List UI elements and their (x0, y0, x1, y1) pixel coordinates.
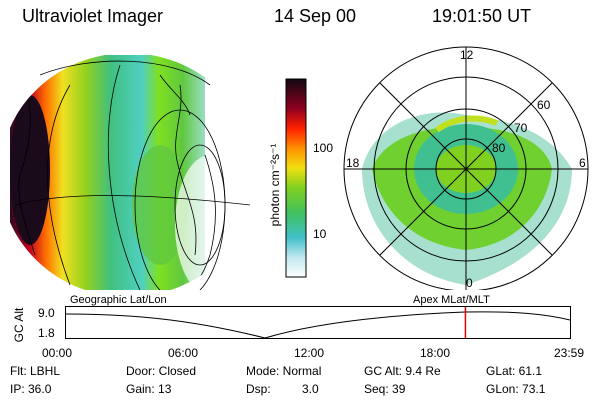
polar-lat-60: 60 (537, 98, 551, 112)
polar-mlt-12: 12 (460, 48, 474, 62)
timeline-y-low: 1.8 (38, 326, 55, 340)
timeline-tick-0: 00:00 (42, 346, 73, 360)
dsp-value: 3.0 (302, 382, 319, 396)
timeline-tick-1: 06:00 (168, 346, 199, 360)
seq-info: Seq: 39 (364, 382, 406, 396)
image-time: 19:01:50 UT (432, 6, 532, 26)
colorbar-tick-100: 100 (313, 141, 334, 155)
timeline-tick-3: 18:00 (420, 346, 451, 360)
gain-info: Gain: 13 (126, 382, 172, 396)
polar-plot (343, 46, 589, 290)
colorbar-tick-10: 10 (313, 227, 327, 241)
timeline-frame (65, 306, 571, 339)
mode-info: Mode: Normal (246, 364, 322, 378)
altitude-timeline (65, 306, 571, 339)
image-date: 14 Sep 00 (274, 6, 357, 26)
left-projection-label: Geographic Lat/Lon (70, 294, 167, 306)
instrument-title: Ultraviolet Imager (22, 6, 164, 26)
polar-lat-80: 80 (492, 141, 506, 155)
colorbar (285, 78, 307, 278)
colorbar-unit-label: photon cm⁻²s⁻¹ (268, 143, 282, 227)
altitude-curve (65, 311, 571, 339)
dsp-label: Dsp: (246, 382, 271, 396)
right-projection-label: Apex MLat/MLT (413, 294, 490, 306)
ip-info: IP: 36.0 (10, 382, 52, 396)
filter-info: Flt: LBHL (10, 364, 61, 378)
timeline-tick-4: 23:59 (554, 346, 585, 360)
polar-mlt-18: 18 (346, 156, 360, 170)
door-info: Door: Closed (126, 364, 197, 378)
geographic-globe-image (10, 55, 250, 290)
timeline-tick-2: 12:00 (294, 346, 325, 360)
glon-info: GLon: 73.1 (486, 382, 546, 396)
polar-mlt-0: 0 (466, 276, 473, 290)
polar-mlt-6: 6 (579, 156, 586, 170)
gc-alt-info: GC Alt: 9.4 Re (364, 364, 441, 378)
timeline-y-high: 9.0 (38, 306, 55, 320)
glat-info: GLat: 61.1 (486, 364, 543, 378)
timeline-ylabel: GC Alt (12, 307, 26, 343)
polar-lat-70: 70 (514, 121, 528, 135)
